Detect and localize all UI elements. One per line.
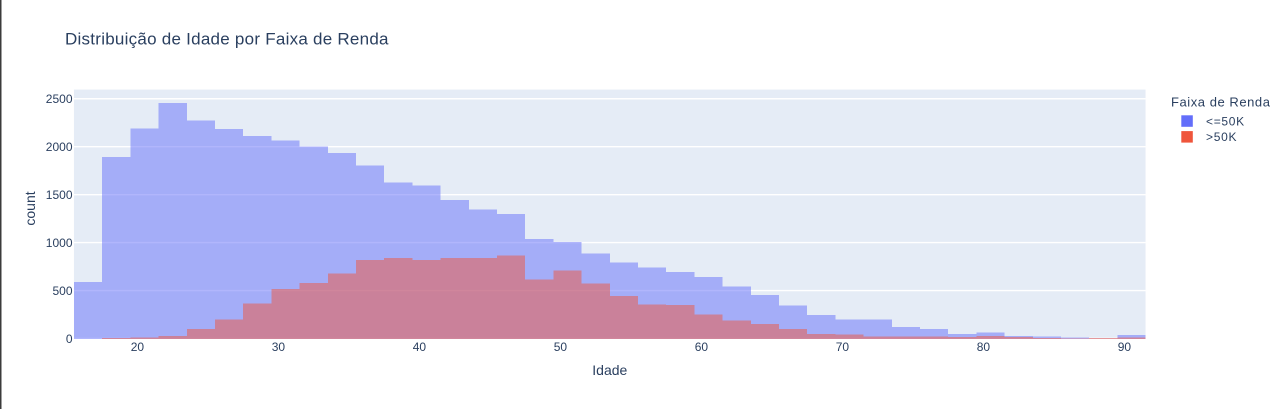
svg-text:>50K: >50K bbox=[1206, 130, 1237, 144]
svg-text:500: 500 bbox=[52, 284, 72, 298]
svg-text:Distribuição de Idade por Faix: Distribuição de Idade por Faixa de Renda bbox=[65, 29, 389, 48]
svg-text:2500: 2500 bbox=[46, 92, 73, 106]
svg-text:1000: 1000 bbox=[46, 236, 73, 250]
svg-text:20: 20 bbox=[131, 340, 145, 354]
svg-text:40: 40 bbox=[413, 340, 427, 354]
svg-text:Faixa de Renda: Faixa de Renda bbox=[1171, 95, 1271, 110]
svg-text:0: 0 bbox=[66, 332, 73, 346]
svg-text:50: 50 bbox=[554, 340, 568, 354]
svg-text:Idade: Idade bbox=[592, 362, 627, 378]
svg-text:2000: 2000 bbox=[46, 140, 73, 154]
svg-text:<=50K: <=50K bbox=[1206, 114, 1245, 128]
svg-text:60: 60 bbox=[695, 340, 709, 354]
svg-text:30: 30 bbox=[272, 340, 286, 354]
svg-text:70: 70 bbox=[836, 340, 850, 354]
svg-text:1500: 1500 bbox=[46, 188, 73, 202]
svg-text:90: 90 bbox=[1118, 340, 1132, 354]
svg-text:count: count bbox=[22, 191, 38, 225]
svg-text:80: 80 bbox=[977, 340, 991, 354]
